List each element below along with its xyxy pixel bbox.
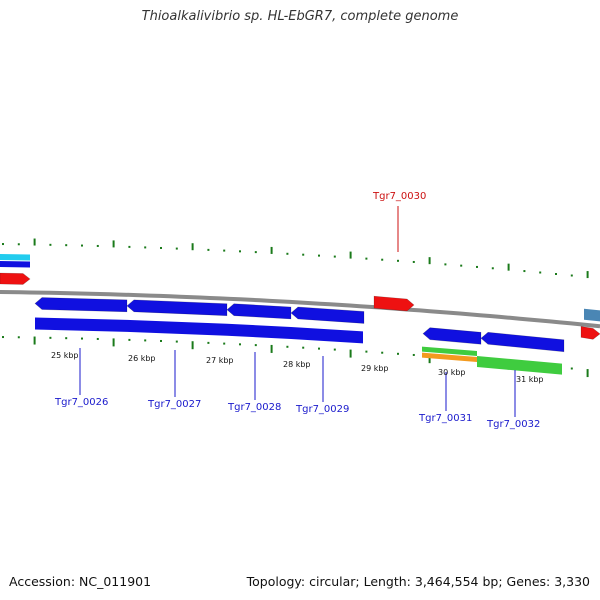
label-layer: 25 kbp 26 kbp 27 kbp 28 kbp 29 kbp 30 kbp 31 k… <box>51 191 544 430</box>
rna-arrow-0030 <box>373 295 415 312</box>
gene-label-tgr7_0026: Tgr7_0026 <box>54 397 108 408</box>
gene-label-tgr7_0028: Tgr7_0028 <box>227 402 281 413</box>
feature-cyan-left <box>0 254 30 261</box>
feature-blue-left <box>0 261 30 268</box>
kbp-label: 29 kbp <box>361 364 389 373</box>
cds-arrow-0028 <box>226 303 292 320</box>
gene-bar-green-0032 <box>477 355 562 375</box>
gene-label-tgr7_0029: Tgr7_0029 <box>295 404 349 415</box>
label-leader-lines <box>79 206 516 417</box>
genome-summary: Topology: circular; Length: 3,464,554 bp… <box>246 574 590 589</box>
cds-arrow-0031 <box>422 327 482 345</box>
feature-red-left <box>0 272 31 285</box>
gene-label-tgr7_0030: Tgr7_0030 <box>372 191 426 202</box>
gene-bar-green-0031 <box>422 346 477 356</box>
map-title: Thioalkalivibrio sp. HL-EbGR7, complete … <box>141 9 459 24</box>
feature-layer <box>0 254 600 375</box>
feature-steelblue-right <box>584 308 600 322</box>
gene-bar-0028 <box>227 323 291 339</box>
kbp-label: 31 kbp <box>516 375 544 384</box>
feature-red-right <box>580 326 600 340</box>
tick-track-top <box>2 238 589 279</box>
gene-bar-orange-0031 <box>422 352 477 362</box>
kbp-label: 27 kbp <box>206 356 234 365</box>
genome-backbone <box>0 290 600 329</box>
kbp-label: 30 kbp <box>438 368 466 377</box>
kbp-label: 25 kbp <box>51 351 79 360</box>
gene-bar-0026 <box>35 317 127 332</box>
kbp-label: 28 kbp <box>283 360 311 369</box>
gene-label-tgr7_0027: Tgr7_0027 <box>147 399 201 410</box>
gene-bar-0029 <box>291 326 363 344</box>
cds-arrow-0027 <box>126 299 228 317</box>
cds-arrow-0032 <box>480 331 565 353</box>
cds-arrow-0026 <box>34 297 128 313</box>
cds-arrow-0029 <box>290 306 365 324</box>
gene-label-tgr7_0031: Tgr7_0031 <box>418 413 472 424</box>
kbp-label: 26 kbp <box>128 354 156 363</box>
gene-bar-0027 <box>127 319 227 336</box>
gene-label-tgr7_0032: Tgr7_0032 <box>486 419 540 430</box>
accession-label: Accession: NC_011901 <box>9 574 152 589</box>
